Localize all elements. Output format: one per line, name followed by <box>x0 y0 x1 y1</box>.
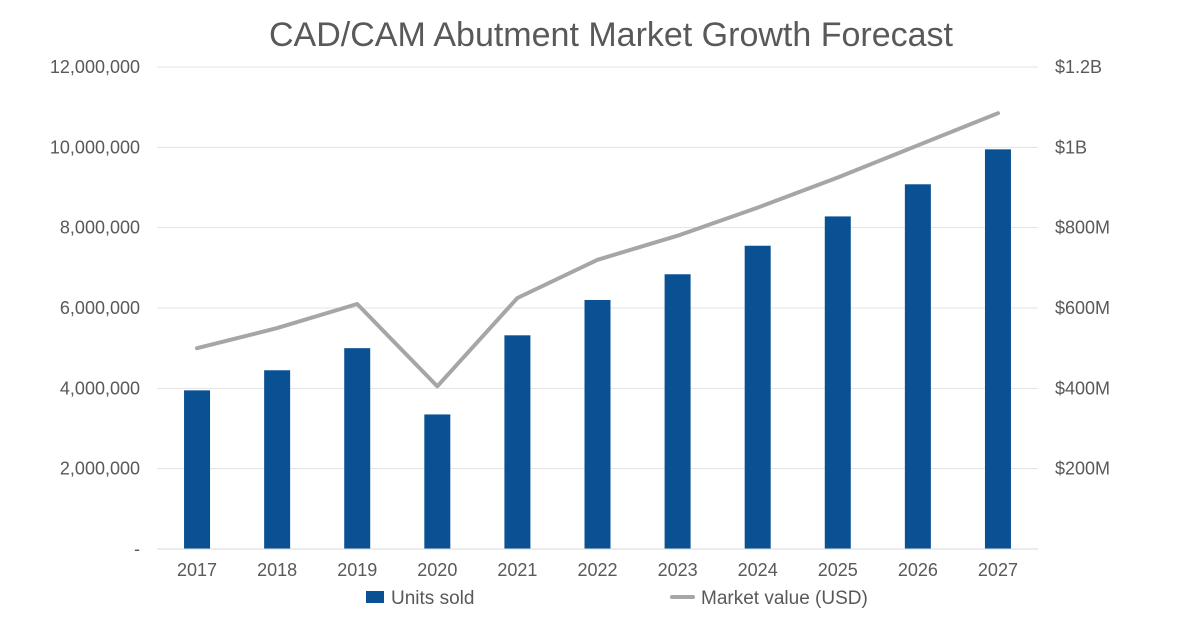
bar-units-sold-2024 <box>744 245 771 549</box>
right-axis-tick-label: $800M <box>1055 218 1110 238</box>
x-axis-tick-label: 2022 <box>577 560 617 580</box>
right-axis-tick-label: $200M <box>1055 459 1110 479</box>
chart-title: CAD/CAM Abutment Market Growth Forecast <box>269 16 954 54</box>
x-axis-tick-label: 2021 <box>497 560 537 580</box>
bar-units-sold-2020 <box>424 414 451 549</box>
legend-label-market-value: Market value (USD) <box>701 588 868 609</box>
left-axis-tick-label: - <box>134 539 140 559</box>
right-axis-tick-labels: $200M $400M $600M $800M $1B $1.2B <box>1055 57 1110 479</box>
legend: Units sold Market value (USD) <box>366 588 868 609</box>
bar-units-sold-2018 <box>264 370 291 549</box>
left-axis-tick-label: 2,000,000 <box>60 459 140 479</box>
right-axis-tick-label: $600M <box>1055 298 1110 318</box>
bar-units-sold-2019 <box>344 348 371 549</box>
x-axis-tick-label: 2020 <box>417 560 457 580</box>
units-sold-bars <box>184 149 1011 550</box>
market-value-line-layer <box>195 111 1000 389</box>
left-axis-tick-labels: - 2,000,000 4,000,000 6,000,000 8,000,000 10,… <box>50 57 140 559</box>
x-axis-tick-label: 2023 <box>658 560 698 580</box>
bar-units-sold-2017 <box>184 390 211 549</box>
right-axis-tick-label: $1.2B <box>1055 57 1102 77</box>
bar-units-sold-2025 <box>824 216 851 550</box>
legend-swatch-units-sold <box>366 591 384 603</box>
bar-units-sold-2022 <box>584 299 611 549</box>
right-axis-tick-label: $400M <box>1055 378 1110 398</box>
bar-units-sold-2021 <box>504 335 531 549</box>
x-axis-tick-labels: 2017 2018 2019 2020 2021 2022 2023 2024 2025 2026… <box>177 560 1018 580</box>
x-axis-tick-label: 2026 <box>898 560 938 580</box>
bar-units-sold-2026 <box>904 184 931 549</box>
x-axis-tick-label: 2019 <box>337 560 377 580</box>
left-axis-tick-label: 8,000,000 <box>60 218 140 238</box>
bar-units-sold-2027 <box>984 149 1011 549</box>
left-axis-tick-label: 4,000,000 <box>60 378 140 398</box>
left-axis-tick-label: 10,000,000 <box>50 137 140 157</box>
bar-units-sold-2023 <box>664 274 691 549</box>
left-axis-tick-label: 6,000,000 <box>60 298 140 318</box>
x-axis-tick-label: 2018 <box>257 560 297 580</box>
x-axis-tick-label: 2024 <box>738 560 778 580</box>
right-axis-tick-label: $1B <box>1055 137 1087 157</box>
x-axis-tick-label: 2025 <box>818 560 858 580</box>
x-axis-tick-label: 2017 <box>177 560 217 580</box>
left-axis-tick-label: 12,000,000 <box>50 57 140 77</box>
legend-label-units-sold: Units sold <box>391 588 474 609</box>
market-value-line <box>195 111 1000 389</box>
x-axis-tick-label: 2027 <box>978 560 1018 580</box>
